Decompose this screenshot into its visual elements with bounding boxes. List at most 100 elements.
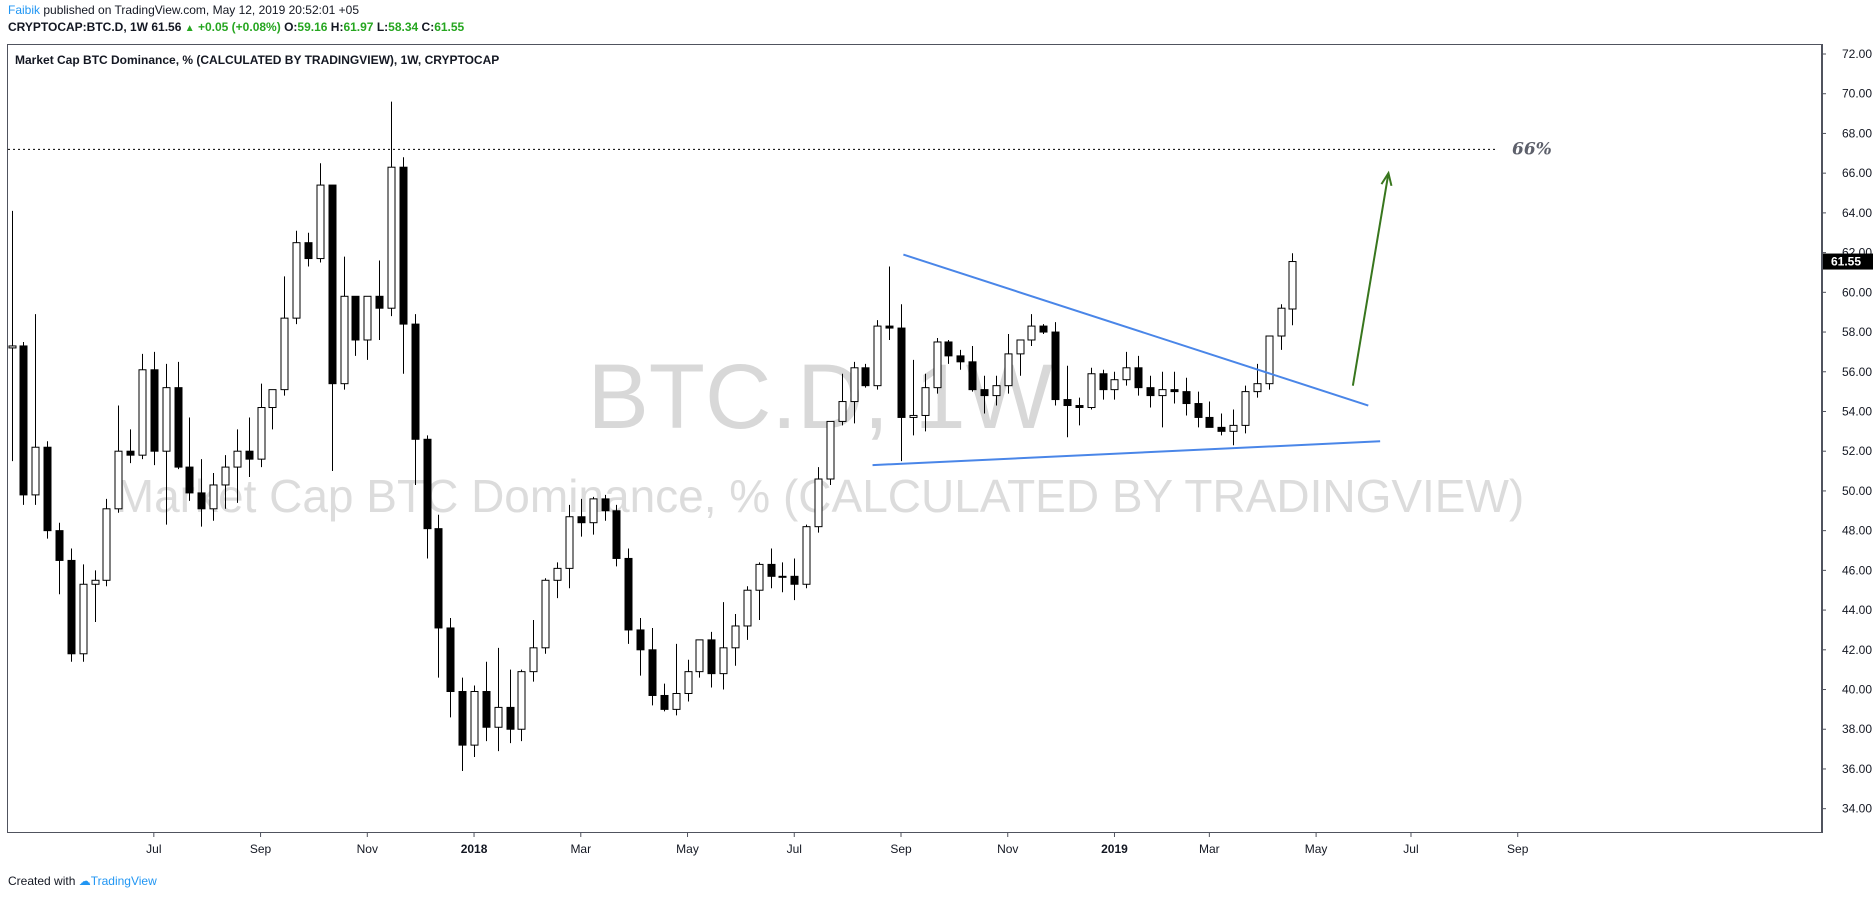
candle — [731, 614, 740, 666]
candle — [446, 618, 455, 718]
created-with-label: Created with — [8, 874, 76, 888]
candle-body-down — [861, 367, 870, 387]
candle-body-down — [55, 530, 64, 561]
candle — [387, 101, 396, 317]
author-link[interactable]: Faibik — [8, 3, 41, 17]
candle — [767, 548, 776, 589]
arrow-head-icon — [1380, 170, 1393, 187]
candle-body-up — [221, 466, 230, 486]
tradingview-logo-icon[interactable]: ☁ — [78, 874, 91, 888]
candle-body-up — [743, 589, 752, 627]
lower-trendline[interactable] — [872, 440, 1381, 467]
x-tick-label: Nov — [997, 842, 1018, 856]
candle-body-up — [316, 184, 325, 260]
x-tick-label: Sep — [250, 842, 272, 856]
candle — [363, 295, 372, 360]
publish-date: published on TradingView.com, May 12, 20… — [40, 3, 360, 17]
candle — [43, 441, 52, 539]
candle — [529, 620, 538, 682]
low-label: L: — [376, 20, 389, 34]
publish-info: Faibik published on TradingView.com, May… — [8, 3, 359, 17]
candle — [553, 562, 562, 599]
candle-body-up — [1253, 383, 1262, 393]
candle-body-up — [268, 389, 277, 409]
candle — [91, 570, 100, 622]
candle-body-up — [684, 671, 693, 694]
candle-body-up — [280, 317, 289, 391]
y-tick-label: 56.00 — [1842, 365, 1872, 379]
candle — [19, 341, 28, 505]
candle — [31, 314, 40, 505]
candle-body-up — [553, 567, 562, 581]
upper-trendline[interactable] — [903, 253, 1369, 407]
candle-body-up — [921, 387, 930, 416]
candle-body-up — [802, 526, 811, 585]
candle-body-down — [67, 559, 76, 655]
candle-body-down — [411, 323, 420, 440]
candle-body-up — [162, 387, 171, 452]
candle-body-up — [731, 625, 740, 649]
candle-body-down — [944, 341, 953, 357]
candle — [1004, 334, 1013, 394]
candle — [992, 375, 1001, 406]
candle — [1265, 335, 1274, 390]
tradingview-brand[interactable]: TradingView — [90, 874, 157, 888]
candle — [778, 562, 787, 593]
candle — [577, 498, 586, 537]
candle-body-up — [470, 691, 479, 746]
candle-body-down — [150, 369, 159, 452]
candle-body-up — [529, 647, 538, 673]
candle-body-down — [375, 295, 384, 309]
last-price: 61.56 — [151, 20, 182, 34]
candle — [909, 359, 918, 436]
candle-body-up — [233, 450, 242, 468]
chart-frame[interactable] — [7, 44, 1822, 833]
candle — [636, 618, 645, 676]
candle — [897, 304, 906, 462]
candle-body-down — [197, 492, 206, 510]
candle-body-down — [245, 450, 254, 460]
symbol-info-line: CRYPTOCAP:BTC.D, 1W 61.56 ▲ +0.05 (+0.08… — [8, 20, 464, 34]
candle — [956, 349, 965, 370]
y-tick-label: 52.00 — [1842, 444, 1872, 458]
y-tick-label: 70.00 — [1842, 87, 1872, 101]
candle-body-up — [755, 563, 764, 591]
x-tick-label: Jul — [146, 842, 161, 856]
candle — [126, 429, 135, 464]
candle — [601, 494, 610, 521]
candle — [695, 639, 704, 678]
breakout-arrow[interactable] — [1351, 172, 1390, 386]
chart-title: Market Cap BTC Dominance, % (CALCULATED … — [15, 53, 500, 67]
candle-body-down — [648, 649, 657, 696]
candle — [304, 232, 313, 267]
candle — [873, 320, 882, 390]
candle — [1027, 314, 1036, 346]
candle — [162, 363, 171, 525]
candle — [885, 266, 894, 340]
candle-body-up — [1004, 353, 1013, 387]
y-tick-label: 60.00 — [1842, 285, 1872, 299]
candle-body-up — [541, 579, 550, 649]
candle — [790, 558, 799, 601]
candle-body-down — [423, 438, 432, 530]
candle — [1063, 365, 1072, 438]
candle — [328, 184, 337, 472]
candle — [292, 230, 301, 325]
candle — [684, 659, 693, 702]
candle-body-down — [1194, 403, 1203, 418]
candle — [565, 504, 574, 589]
candle — [672, 643, 681, 716]
candle-body-up — [695, 639, 704, 673]
candle — [612, 504, 621, 567]
y-tick-label: 58.00 — [1842, 325, 1872, 339]
candle-body-up — [778, 575, 787, 578]
candle — [67, 548, 76, 662]
price-axis-divider — [1822, 44, 1823, 833]
candle-body-up — [1265, 335, 1274, 385]
candle — [375, 260, 384, 340]
candle — [814, 467, 823, 533]
y-tick-label: 40.00 — [1842, 683, 1872, 697]
y-tick-label: 50.00 — [1842, 484, 1872, 498]
y-tick-label: 66.00 — [1842, 166, 1872, 180]
